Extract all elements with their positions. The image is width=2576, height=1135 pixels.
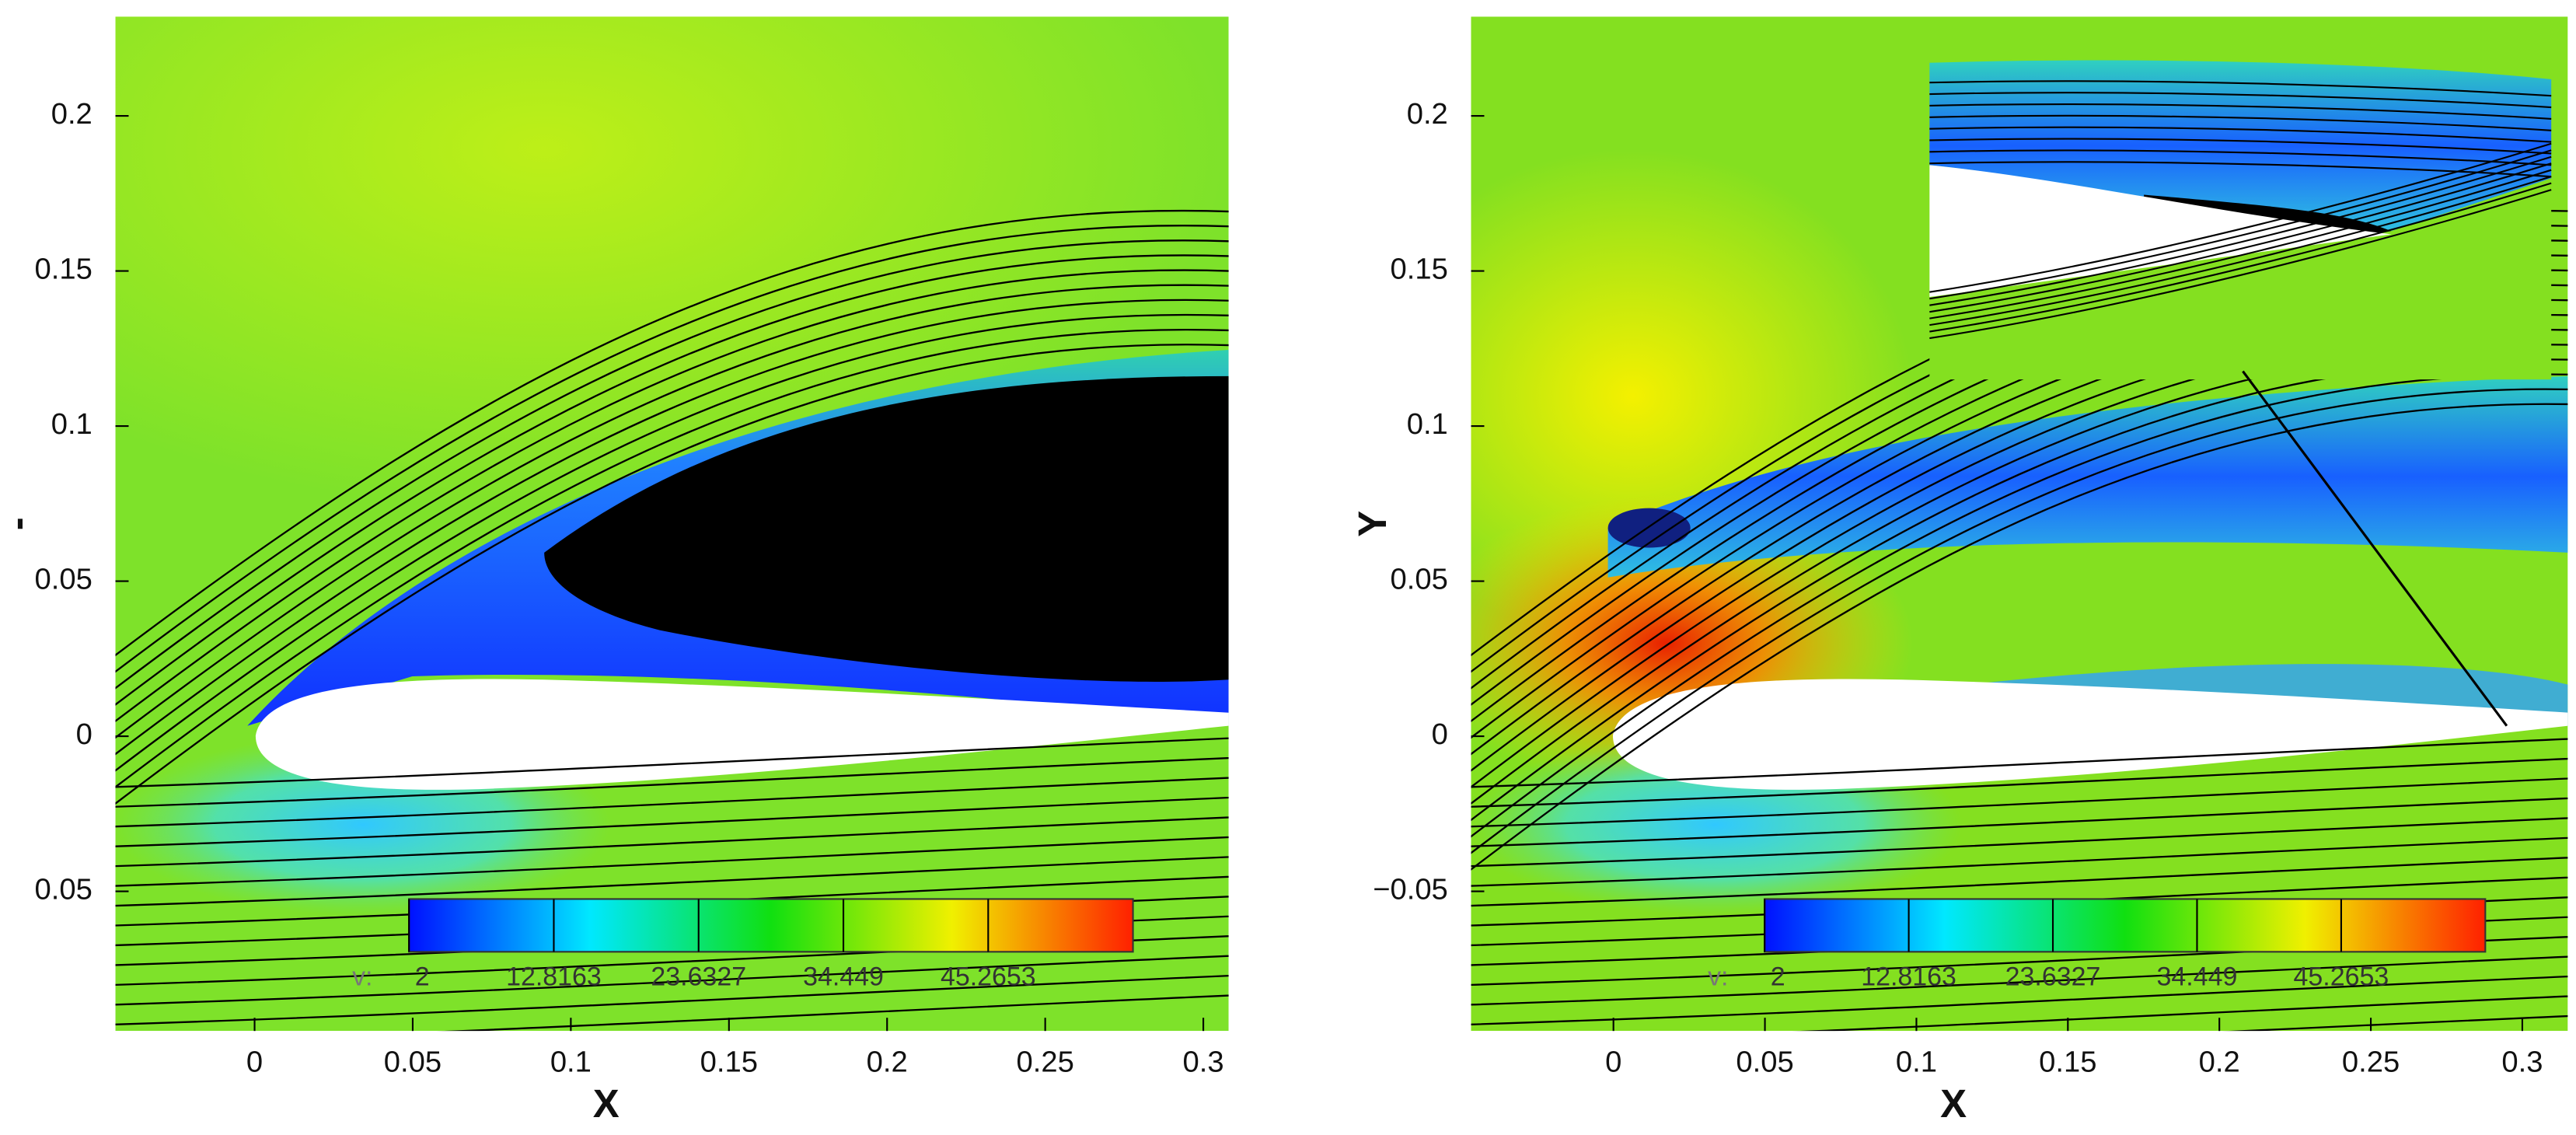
streamline [1471,777,2568,828]
colorbar-tick-label: 45.2653 [941,962,1036,991]
streamline [115,955,1229,1006]
x-tick-label: 0.2 [2199,1046,2240,1079]
colorbar-tick-label: 45.2653 [2294,962,2389,991]
streamline [1471,757,2568,808]
streamline [1929,103,2552,120]
x-axis-label: X [593,1081,620,1126]
y-axis-label: Y [1350,511,1394,537]
streamline [115,756,1229,808]
streamline [1929,114,2552,131]
y-tick-label: 0 [1432,718,1448,751]
y-tick-label: −0.05 [1373,873,1448,906]
y-tick-label: 0.05 [35,873,92,906]
streamline [1471,975,2568,1025]
streamline [442,994,1229,1032]
streamline [115,239,1229,690]
streamline [1471,817,2568,868]
y-tick-label: 0.1 [1407,407,1448,441]
x-tick-label: 0.3 [2501,1046,2543,1079]
streamline [1929,80,2552,97]
colorbar-tick-label: 12.8163 [506,962,602,991]
y-tick-label: 0.15 [1391,253,1448,286]
streamline [115,209,1229,657]
streamline [1929,155,2552,306]
streamline [1797,995,2568,1032]
x-tick-label: 0 [1605,1046,1621,1079]
x-tick-label: 0.05 [1736,1046,1793,1079]
colorbar-label: v: [352,962,372,991]
colorbar-label: v: [1708,962,1728,991]
streamline [1471,797,2568,847]
streamline [115,737,1229,788]
streamline [115,254,1229,706]
x-tick-label: 0.05 [384,1046,442,1079]
x-tick-label: 0.2 [867,1046,908,1079]
streamline [1471,836,2568,887]
streamline [1471,955,2568,1006]
streamline [115,313,1229,772]
streamline [1929,149,2552,166]
streamline [1929,161,2552,178]
streamlines [115,209,1229,1032]
y-tick-label: 0.2 [51,97,92,131]
colorbar-tick-label: 34.449 [803,962,884,991]
y-tick-label: 0.05 [1391,563,1448,596]
y-tick-label: 0.2 [1407,97,1448,131]
y-tick-label: 0.15 [35,253,92,286]
streamline [1929,142,2552,293]
colorbar [1764,898,2487,953]
streamline [115,269,1229,723]
streamline [115,284,1229,739]
streamline [115,225,1229,673]
streamline [1471,857,2568,907]
x-axis-label: X [1940,1081,1967,1126]
x-tick-label: 0.15 [700,1046,758,1079]
streamline [1929,92,2552,109]
y-tick-label: 0 [76,718,92,751]
streamline [1471,403,2568,871]
streamline [115,777,1229,828]
field-left [115,16,1229,1032]
streamline [115,344,1229,805]
streamline [1929,169,2552,320]
colorbar-tick-label: 23.6327 [2005,962,2101,991]
y-tick-label: 0.05 [35,563,92,596]
colorbar-tick-label: 12.8163 [1861,962,1956,991]
streamline [1929,126,2552,143]
x-tick-label: 0.15 [2039,1046,2096,1079]
colorbar-tick-label: 2 [1771,962,1785,991]
x-tick-label: 0.25 [2342,1046,2400,1079]
streamlines [1929,80,2552,340]
streamline [115,816,1229,868]
streamline [1471,388,2568,854]
x-tick-label: 0.1 [550,1046,592,1079]
field-right [1422,16,2576,1085]
streamline [1929,138,2552,155]
colorbar-tick-label: 34.449 [2157,962,2238,991]
y-tick-label: 0.1 [51,407,92,441]
x-tick-label: 0.1 [1896,1046,1937,1079]
streamline [1422,1032,2576,1085]
colorbar-tick-label: 2 [415,962,430,991]
streamline [1929,189,2552,340]
streamline [115,856,1229,907]
y-axis-label: - [0,517,39,530]
colorbar-tick-label: 23.6327 [651,962,746,991]
streamline [2225,1015,2568,1032]
x-tick-label: 0.25 [1017,1046,1074,1079]
streamline [1929,176,2552,327]
colorbar [408,898,1134,953]
streamline [1929,162,2552,313]
streamline [1471,738,2568,788]
x-tick-label: 0.3 [1183,1046,1224,1079]
streamline [115,796,1229,847]
streamline [1929,182,2552,333]
streamline [115,328,1229,788]
streamline [115,974,1229,1025]
streamline [115,299,1229,756]
streamline [115,836,1229,887]
x-tick-label: 0 [246,1046,263,1079]
